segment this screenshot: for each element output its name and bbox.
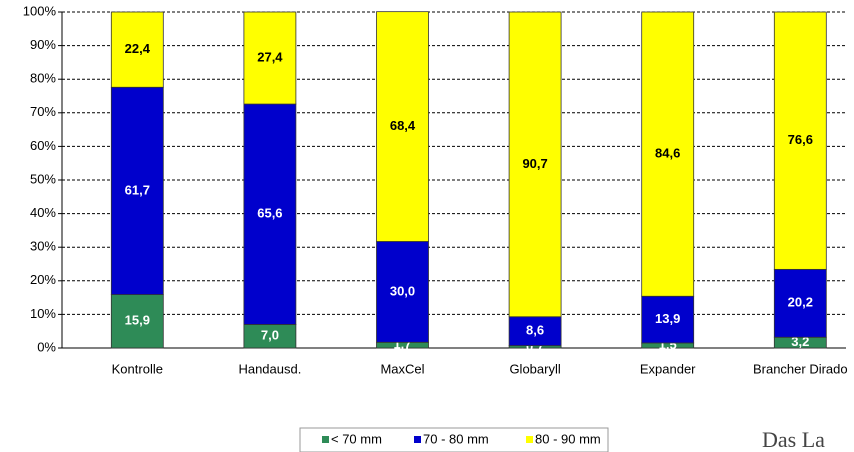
bar-segment — [376, 11, 429, 242]
y-tick-label: 50% — [30, 171, 56, 186]
y-tick-label: 20% — [30, 272, 56, 287]
value-label: 84,6 — [655, 146, 680, 161]
x-tick-label: Expander — [640, 361, 696, 376]
legend-swatch — [322, 436, 329, 443]
legend-label: 80 - 90 mm — [535, 431, 601, 446]
y-tick-label: 70% — [30, 104, 56, 119]
value-label: 68,4 — [390, 118, 416, 133]
bar-segment — [110, 11, 164, 88]
bar-segment — [508, 11, 562, 318]
value-label: 76,6 — [788, 132, 813, 147]
value-label: 90,7 — [522, 156, 547, 171]
y-tick-label: 30% — [30, 239, 56, 254]
value-label: 20,2 — [788, 295, 813, 310]
y-tick-label: 0% — [37, 339, 56, 354]
value-label: 30,0 — [390, 283, 415, 298]
value-label: 27,4 — [257, 49, 283, 64]
bar-segment — [641, 295, 695, 344]
value-label: 8,6 — [526, 323, 544, 338]
x-tick-label: MaxCel — [380, 361, 424, 376]
x-tick-label: Globaryll — [509, 361, 560, 376]
y-tick-label: 40% — [30, 205, 56, 220]
legend-label: 70 - 80 mm — [423, 431, 489, 446]
value-label: 15,9 — [125, 313, 150, 328]
y-tick-label: 90% — [30, 37, 56, 52]
legend-swatch — [414, 436, 421, 443]
value-label: 13,9 — [655, 311, 680, 326]
value-label: 22,4 — [125, 41, 151, 56]
y-tick-label: 10% — [30, 306, 56, 321]
x-tick-label: Handausd. — [238, 361, 301, 376]
bar-segment — [110, 294, 164, 349]
y-tick-label: 80% — [30, 71, 56, 86]
y-tick-label: 100% — [23, 3, 57, 18]
bar-segment — [376, 241, 429, 343]
bar-segment — [243, 11, 297, 105]
value-label: 3,2 — [791, 334, 809, 349]
value-label: 61,7 — [125, 182, 150, 197]
x-tick-label: Kontrolle — [112, 361, 163, 376]
bar-segment — [773, 268, 827, 338]
value-label: 65,6 — [257, 206, 282, 221]
bar-segment — [641, 11, 695, 297]
y-tick-label: 60% — [30, 138, 56, 153]
bar-segment — [110, 86, 164, 295]
bar-segment — [243, 103, 297, 325]
value-label: 7,0 — [261, 328, 279, 343]
x-tick-label: Brancher Dirado — [753, 361, 848, 376]
legend-label: < 70 mm — [331, 431, 382, 446]
legend-swatch — [526, 436, 533, 443]
bar-segment — [773, 11, 827, 270]
legend-box — [299, 427, 609, 452]
logo-text: Das La — [762, 427, 825, 452]
